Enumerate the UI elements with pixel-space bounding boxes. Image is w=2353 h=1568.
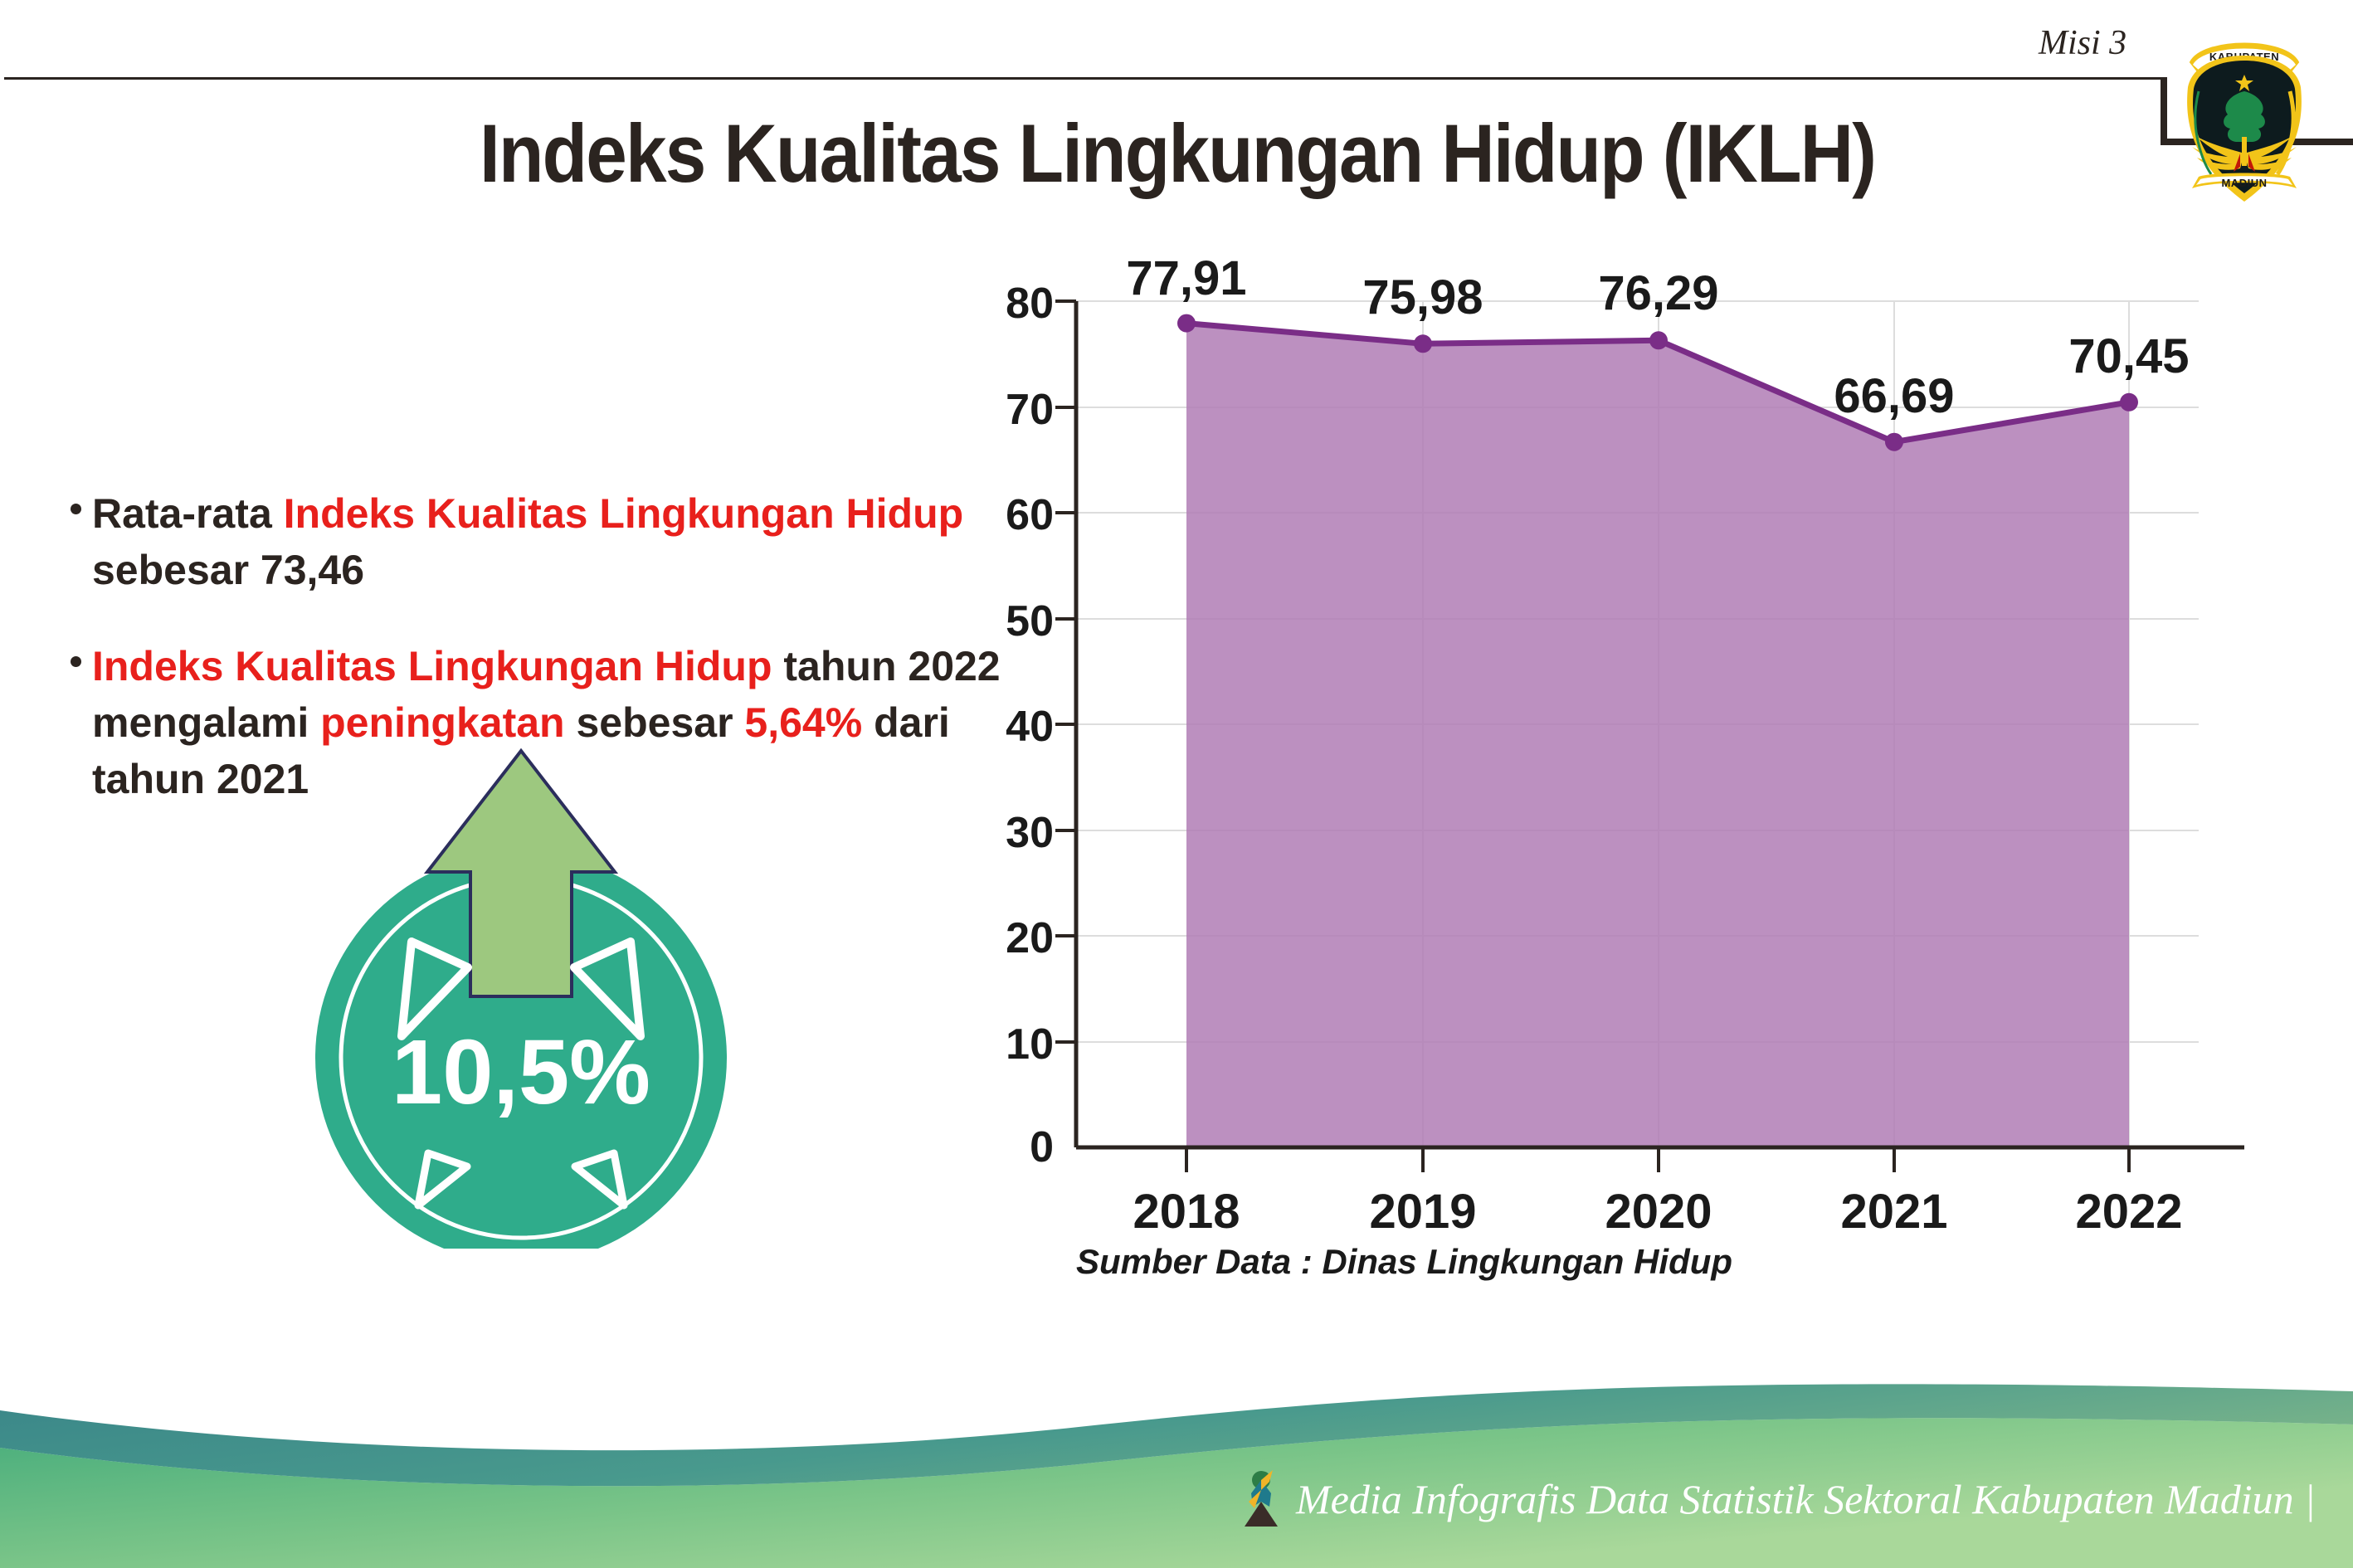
svg-text:20: 20 — [1006, 914, 1054, 962]
svg-text:60: 60 — [1006, 491, 1054, 539]
svg-text:40: 40 — [1006, 703, 1054, 751]
svg-text:66,69: 66,69 — [1834, 369, 1954, 423]
svg-text:70: 70 — [1006, 386, 1054, 434]
svg-text:Sumber Data : Dinas Lingkungan: Sumber Data : Dinas Lingkungan Hidup — [1076, 1242, 1732, 1281]
svg-text:76,29: 76,29 — [1598, 266, 1718, 320]
svg-text:2018: 2018 — [1133, 1185, 1240, 1239]
svg-text:70,45: 70,45 — [2068, 329, 2189, 383]
svg-text:2021: 2021 — [1840, 1185, 1947, 1239]
svg-text:2020: 2020 — [1605, 1185, 1712, 1239]
svg-text:50: 50 — [1006, 597, 1054, 645]
svg-text:77,91: 77,91 — [1126, 251, 1246, 305]
svg-text:10: 10 — [1006, 1020, 1054, 1069]
svg-text:30: 30 — [1006, 809, 1054, 857]
svg-text:0: 0 — [1030, 1123, 1054, 1171]
svg-text:2019: 2019 — [1369, 1185, 1476, 1239]
svg-text:80: 80 — [1006, 280, 1054, 328]
svg-text:2022: 2022 — [2075, 1185, 2182, 1239]
svg-text:75,98: 75,98 — [1362, 270, 1483, 324]
